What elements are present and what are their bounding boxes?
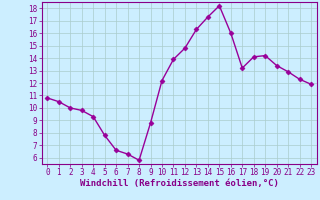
X-axis label: Windchill (Refroidissement éolien,°C): Windchill (Refroidissement éolien,°C) [80, 179, 279, 188]
